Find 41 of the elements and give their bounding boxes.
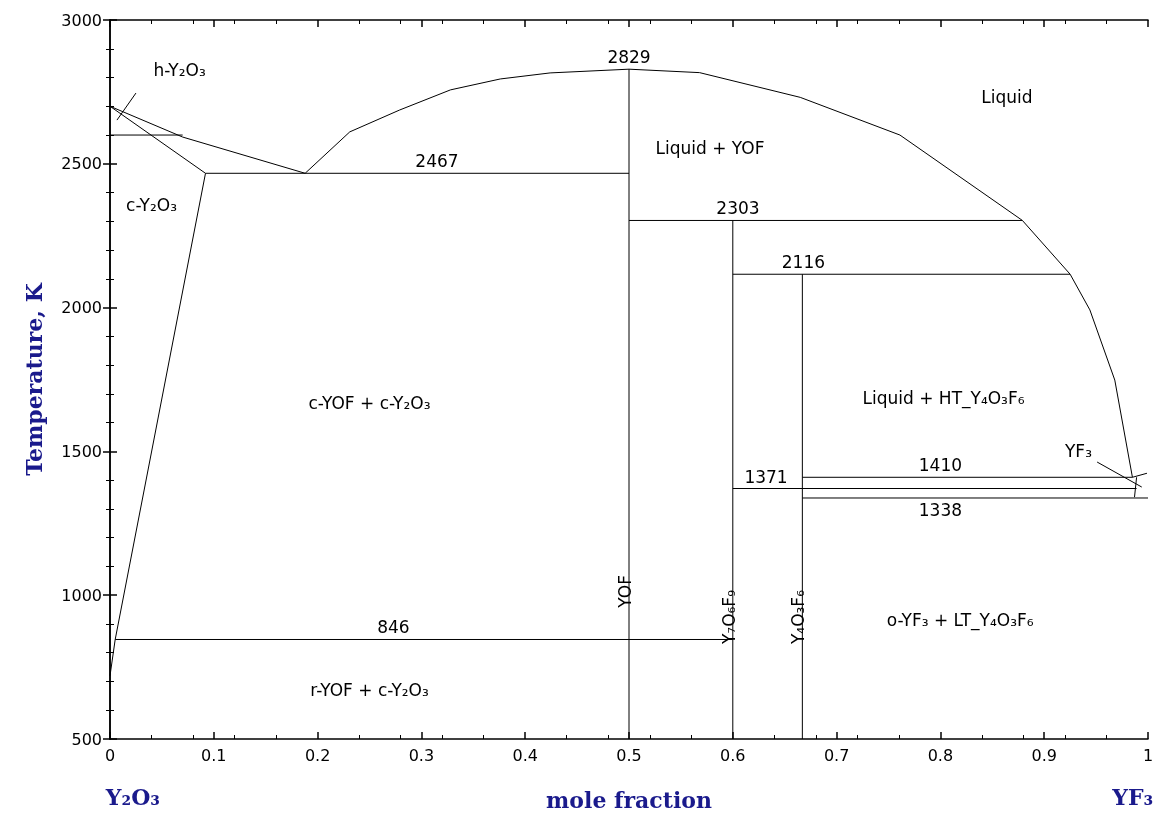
annotation: Liquid [981, 86, 1033, 107]
x-tick-label: 0.7 [823, 745, 850, 765]
x-tick-label: 0.2 [304, 745, 331, 765]
x-tick-label: 0.3 [408, 745, 435, 765]
annotation: 846 [377, 617, 410, 638]
annotation: c-YOF + c-Y₂O₃ [308, 393, 431, 414]
y-tick-label: 2000 [61, 298, 102, 318]
annotation: 1410 [918, 455, 963, 476]
text: YOF [615, 575, 635, 609]
x-tick-label: 0.6 [720, 745, 746, 765]
x-tick-label: 0.1 [201, 745, 227, 765]
y-tick-label: 2500 [61, 154, 102, 174]
x-tick-label: 0.8 [927, 745, 954, 765]
x-tick-label: 0.4 [512, 745, 538, 765]
annotation: r-YOF + c-Y₂O₃ [310, 680, 429, 701]
text: Y₄O₃F₆ [788, 589, 809, 646]
annotation: 2467 [415, 151, 459, 172]
annotation: 2303 [716, 198, 760, 219]
text: YF₃ [1111, 784, 1154, 811]
y-tick-label: 500 [71, 729, 102, 749]
x-tick-label: 0 [104, 745, 116, 765]
annotation: 2829 [607, 47, 651, 68]
annotation: YF₃ [1063, 440, 1092, 461]
annotation: o-YF₃ + LT_Y₄O₃F₆ [886, 609, 1034, 631]
y-tick-label: 1500 [61, 441, 102, 461]
x-axis-title: mole fraction [546, 787, 712, 813]
annotation: h-Y₂O₃ [153, 60, 206, 81]
text: Y₇O₆F₉ [718, 589, 739, 646]
x-tick-label: 1 [1142, 745, 1154, 765]
x-tick-label: 0.5 [616, 745, 642, 765]
annotation: c-Y₂O₃ [126, 194, 177, 215]
annotation: Liquid + HT_Y₄O₃F₆ [862, 388, 1025, 410]
annotation: Liquid + YOF [655, 137, 765, 158]
text: Y₂O₃ [104, 784, 160, 811]
annotation: 1338 [918, 499, 963, 520]
x-tick-label: 0.9 [1031, 745, 1057, 765]
annotation: 1371 [744, 466, 788, 487]
y-tick-label: 3000 [61, 10, 102, 30]
annotation: 2116 [781, 252, 826, 273]
y-tick-label: 1000 [61, 585, 102, 605]
y-axis-title: Temperature, K [21, 282, 47, 476]
